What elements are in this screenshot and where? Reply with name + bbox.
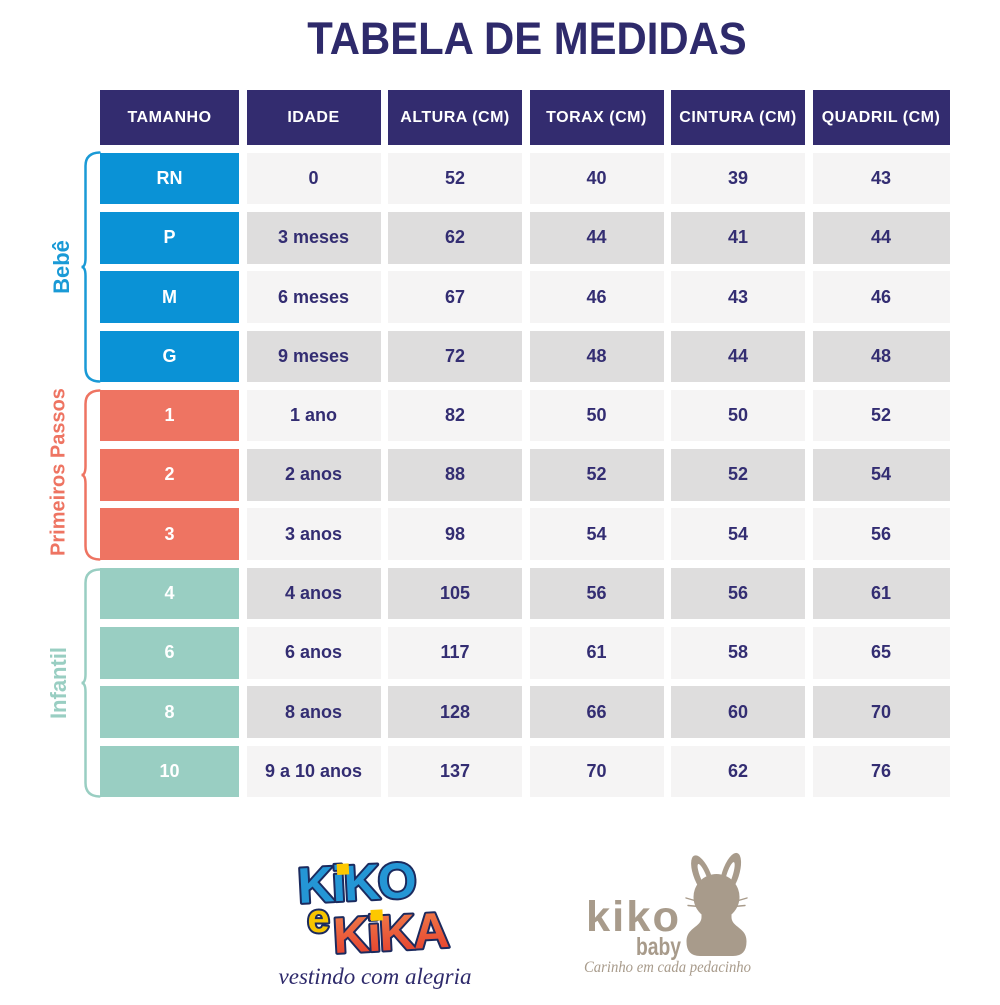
svg-text:vestindo com alegria: vestindo com alegria [279,964,472,989]
svg-text:e: e [307,897,329,941]
svg-text:baby: baby [636,933,681,961]
svg-text:KiKA: KiKA [332,902,450,964]
svg-text:KiKO: KiKO [296,852,416,914]
svg-text:kiko: kiko [586,893,681,941]
svg-text:Carinho em cada pedacinho: Carinho em cada pedacinho [584,959,751,976]
